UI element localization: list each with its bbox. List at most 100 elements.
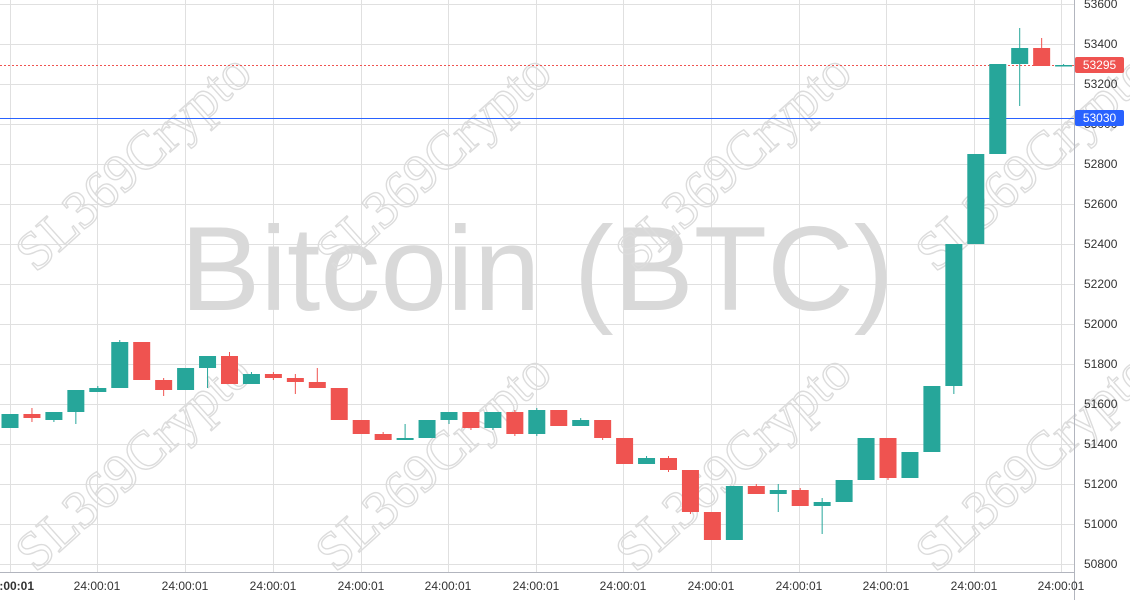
- y-tick-label: 51200: [1084, 477, 1118, 491]
- candle-body: [89, 388, 107, 392]
- candle: [374, 432, 392, 440]
- watermark-title: Bitcoin (BTC): [180, 202, 893, 336]
- candle: [594, 420, 612, 440]
- y-tick-label: 53200: [1084, 77, 1118, 91]
- candle-body: [572, 420, 590, 426]
- candle: [484, 412, 502, 430]
- y-tick-label: 51600: [1084, 397, 1118, 411]
- candle: [857, 438, 875, 480]
- y-tick-label: 51400: [1084, 437, 1118, 451]
- candle-body: [594, 420, 612, 438]
- candle-body: [638, 458, 656, 464]
- x-tick-label: 24:00:01: [600, 579, 647, 593]
- candle-body: [769, 490, 787, 494]
- candle-body: [1033, 48, 1051, 66]
- candle: [923, 386, 941, 452]
- candle: [660, 456, 677, 472]
- candle-body: [462, 412, 480, 428]
- candle: [616, 438, 634, 464]
- candle-body: [550, 410, 568, 426]
- candle-body: [879, 438, 897, 478]
- candle: [681, 470, 699, 514]
- candle-body: [1, 414, 19, 428]
- candle: [725, 486, 743, 540]
- last-price-tag: 53295: [1075, 57, 1124, 73]
- candle-body: [330, 388, 348, 420]
- candle-body: [791, 490, 809, 506]
- candle: [989, 64, 1007, 154]
- candle-body: [813, 502, 831, 506]
- candle-body: [703, 512, 721, 540]
- candle: [242, 372, 260, 384]
- y-tick-label: 52200: [1084, 277, 1118, 291]
- candle: [879, 438, 897, 480]
- candle-body: [286, 378, 304, 382]
- candle-body: [506, 412, 524, 434]
- reference-price-tag: 53030: [1075, 110, 1124, 126]
- candle: [791, 488, 809, 506]
- candle-body: [1055, 65, 1073, 67]
- candle-body: [221, 356, 238, 384]
- candle: [572, 418, 590, 426]
- candle: [901, 452, 919, 478]
- candle-body: [67, 390, 85, 412]
- candle-body: [264, 374, 282, 378]
- candle: [769, 484, 787, 512]
- candle: [1, 414, 19, 428]
- candle-body: [616, 438, 634, 464]
- x-tick-label: 24:00:01: [513, 579, 560, 593]
- last-price-tag-label: 53295: [1083, 58, 1117, 72]
- y-tick-label: 53600: [1084, 0, 1118, 11]
- candle-body: [242, 374, 260, 384]
- candle-body: [440, 412, 458, 420]
- candle: [155, 378, 173, 396]
- candle-body: [396, 438, 414, 440]
- candle-body: [177, 368, 195, 390]
- candle: [352, 420, 370, 434]
- y-tick-label: 52800: [1084, 157, 1118, 171]
- candle: [506, 410, 524, 436]
- candle: [967, 154, 985, 244]
- candle: [177, 368, 195, 390]
- candle: [286, 374, 304, 394]
- candle: [264, 372, 282, 380]
- candle-body: [967, 154, 985, 244]
- candle: [550, 410, 568, 426]
- y-tick-label: 53400: [1084, 37, 1118, 51]
- y-tick-label: 51000: [1084, 517, 1118, 531]
- candle-body: [111, 342, 129, 388]
- candle-body: [45, 412, 63, 420]
- candle: [133, 342, 151, 380]
- candle-body: [681, 470, 699, 512]
- x-tick-label: 24:00:01: [1038, 579, 1085, 593]
- candle-body: [835, 480, 853, 502]
- x-tick-label: 24:00:01: [338, 579, 385, 593]
- y-tick-label: 52600: [1084, 197, 1118, 211]
- candle-body: [528, 410, 546, 434]
- candle: [638, 456, 656, 464]
- x-tick-label: 24:00:01: [688, 579, 735, 593]
- candle: [221, 352, 238, 384]
- y-tick-label: 52000: [1084, 317, 1118, 331]
- candle: [67, 390, 85, 424]
- candle: [418, 420, 436, 438]
- candle-body: [199, 356, 217, 368]
- candle-body: [901, 452, 919, 478]
- candle: [1055, 64, 1073, 67]
- y-tick-label: 50800: [1084, 557, 1118, 571]
- candle: [111, 340, 129, 388]
- candle: [89, 386, 107, 392]
- candle-body: [418, 420, 436, 438]
- candle: [1011, 28, 1029, 106]
- candle: [199, 356, 217, 388]
- x-tick-label: 24:00:01: [0, 579, 34, 593]
- x-tick-label: 24:00:01: [863, 579, 910, 593]
- x-tick-label: 24:00:01: [425, 579, 472, 593]
- candle: [703, 512, 721, 540]
- price-lines: [0, 65, 1074, 119]
- candle: [330, 388, 348, 420]
- candle: [440, 412, 458, 424]
- y-tick-label: 51800: [1084, 357, 1118, 371]
- candle: [945, 244, 963, 394]
